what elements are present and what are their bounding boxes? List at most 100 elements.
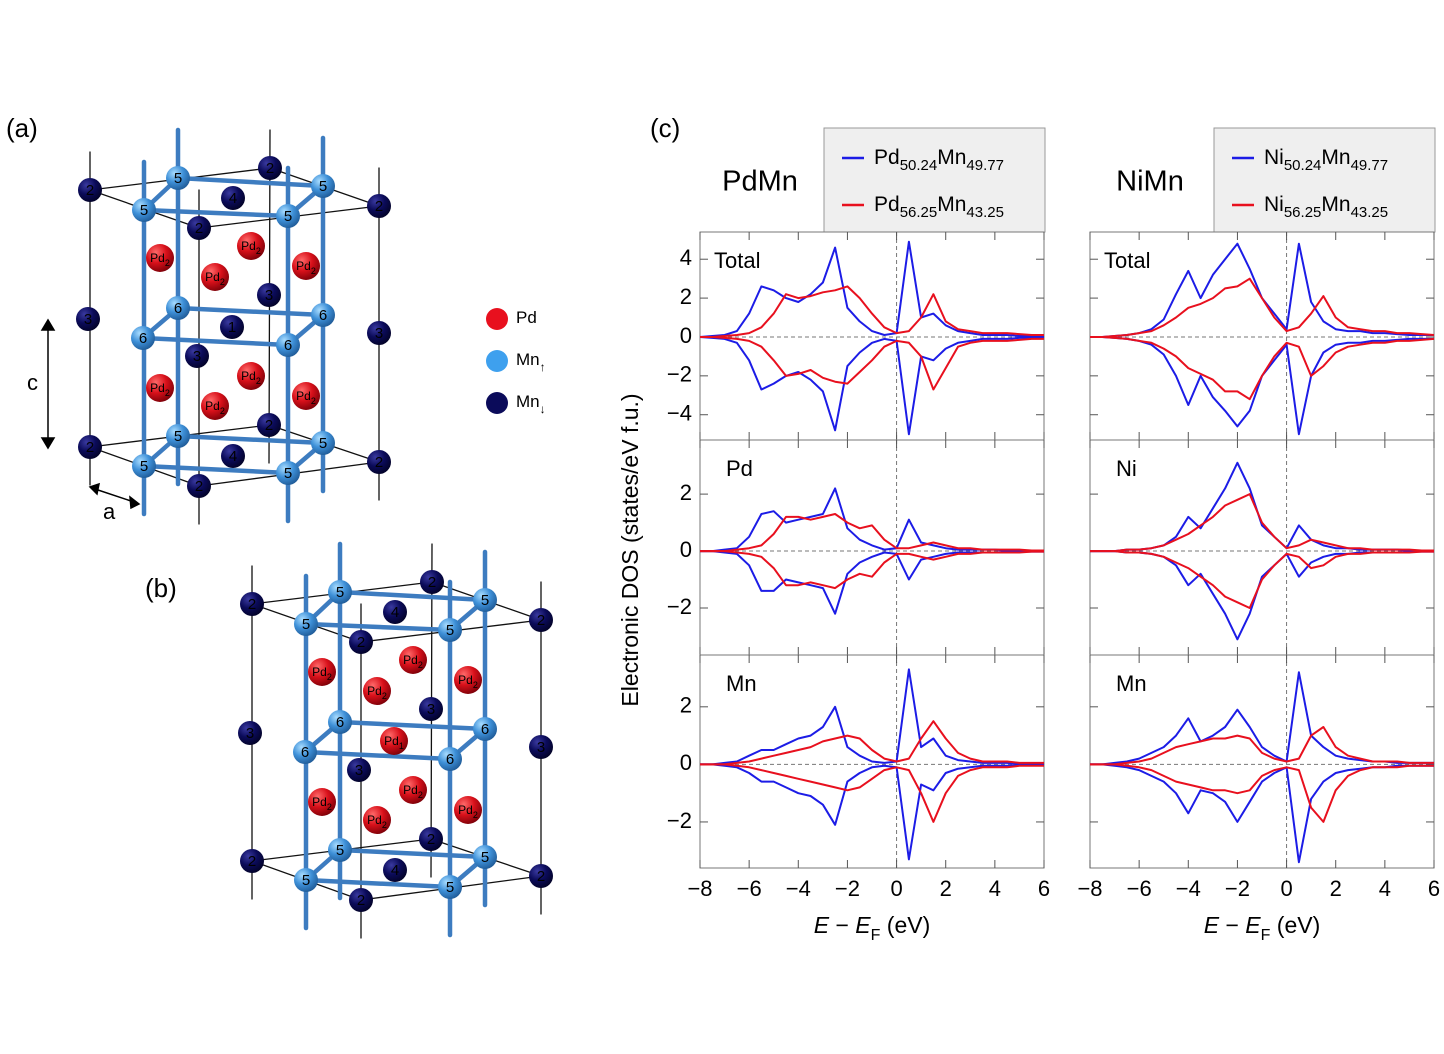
atom-label: 2: [195, 220, 203, 237]
atom-label: 3: [246, 725, 254, 742]
atom: [308, 658, 336, 686]
legend-label: Ni56.25Mn43.25: [1264, 193, 1388, 222]
lattice-label: a: [103, 499, 116, 524]
dos-curve: [1090, 277, 1435, 338]
atom-label: 2: [357, 892, 365, 909]
atom: [308, 788, 336, 816]
y-tick-label: −2: [667, 594, 692, 619]
y-tick-label: −4: [667, 401, 692, 426]
dos-curve: [1090, 763, 1434, 823]
atom: [276, 461, 300, 485]
atom: [221, 444, 245, 468]
bond: [175, 433, 326, 446]
dos-curve: [1090, 550, 1434, 609]
atom-label: 3: [537, 739, 545, 756]
atom-label: 5: [302, 872, 310, 889]
atom: [293, 740, 317, 764]
dos-curve: [1090, 763, 1434, 864]
atom-label: Pd2: [296, 389, 316, 406]
atom-label: 6: [319, 307, 327, 324]
dos-curve: [699, 336, 1044, 436]
x-tick-label: 6: [1038, 876, 1050, 901]
atom: [383, 600, 407, 624]
atom-label: 2: [428, 574, 436, 591]
atom: [438, 618, 462, 642]
atom-label: 6: [446, 751, 454, 768]
legend-swatch: [486, 350, 508, 372]
atom: [240, 592, 264, 616]
atom: [166, 166, 190, 190]
atom: [529, 735, 553, 759]
atom-label: 2: [375, 454, 383, 471]
panel-label: Total: [714, 248, 760, 273]
atom: [328, 710, 352, 734]
atom-label: 4: [229, 190, 237, 207]
atom: [419, 827, 443, 851]
atom: [276, 333, 300, 357]
atom-label: 5: [446, 622, 454, 639]
bond: [175, 175, 326, 189]
legend-label: Pd: [516, 308, 537, 327]
bond: [141, 207, 291, 219]
atom: [363, 677, 391, 705]
atom-label: 1: [228, 319, 236, 336]
atom: [454, 796, 482, 824]
atom: [276, 204, 300, 228]
x-tick-label: −2: [1225, 876, 1250, 901]
atom: [187, 216, 211, 240]
atom: [240, 849, 264, 873]
x-tick-label: 2: [940, 876, 952, 901]
atom-label: 5: [174, 170, 182, 187]
dos-curve: [700, 668, 1044, 766]
atom-label: 3: [375, 325, 383, 342]
atom: [383, 858, 407, 882]
atom: [419, 697, 443, 721]
atom: [201, 392, 229, 420]
bond: [337, 847, 488, 860]
bond: [302, 749, 453, 762]
atom: [454, 666, 482, 694]
legend-label: Pd56.25Mn43.25: [874, 193, 1004, 222]
atom-label: Pd2: [241, 369, 261, 386]
atom: [349, 888, 373, 912]
atom-label: 5: [446, 879, 454, 896]
atom: [166, 296, 190, 320]
y-tick-label: −2: [667, 362, 692, 387]
dos-curve: [700, 550, 1044, 590]
atom-label: 2: [375, 198, 383, 215]
atom-label: 2: [248, 596, 256, 613]
atom-label: 2: [537, 612, 545, 629]
x-tick-label: 2: [1330, 876, 1342, 901]
atom-label: Pd2: [458, 803, 478, 820]
atom: [473, 717, 497, 741]
atom-label: 3: [265, 287, 273, 304]
legend-label: Pd50.24Mn49.77: [874, 146, 1004, 175]
dos-curve: [1090, 461, 1434, 553]
bond: [337, 589, 488, 603]
atom-label: 6: [284, 337, 292, 354]
atom-label: 5: [319, 435, 327, 452]
atom-label: 2: [195, 478, 203, 495]
atom: [529, 608, 553, 632]
y-tick-label: −2: [667, 808, 692, 833]
lattice-label: c: [27, 370, 38, 395]
atom-label: Pd2: [205, 270, 225, 287]
panel-label: Ni: [1116, 456, 1137, 481]
atom: [237, 232, 265, 260]
atom: [311, 431, 335, 455]
arrow-a: [94, 488, 135, 503]
atom: [311, 174, 335, 198]
x-tick-label: −8: [1077, 876, 1102, 901]
x-tick-label: 0: [1280, 876, 1292, 901]
bond: [141, 463, 291, 476]
atom: [201, 263, 229, 291]
atom-label: Pd2: [403, 653, 423, 670]
dos-curve: [699, 240, 1044, 338]
atom: [328, 580, 352, 604]
atom-label: 5: [284, 208, 292, 225]
atom: [367, 194, 391, 218]
atom-label: 2: [86, 182, 94, 199]
atom: [367, 450, 391, 474]
atom-label: 2: [537, 868, 545, 885]
atom: [399, 776, 427, 804]
